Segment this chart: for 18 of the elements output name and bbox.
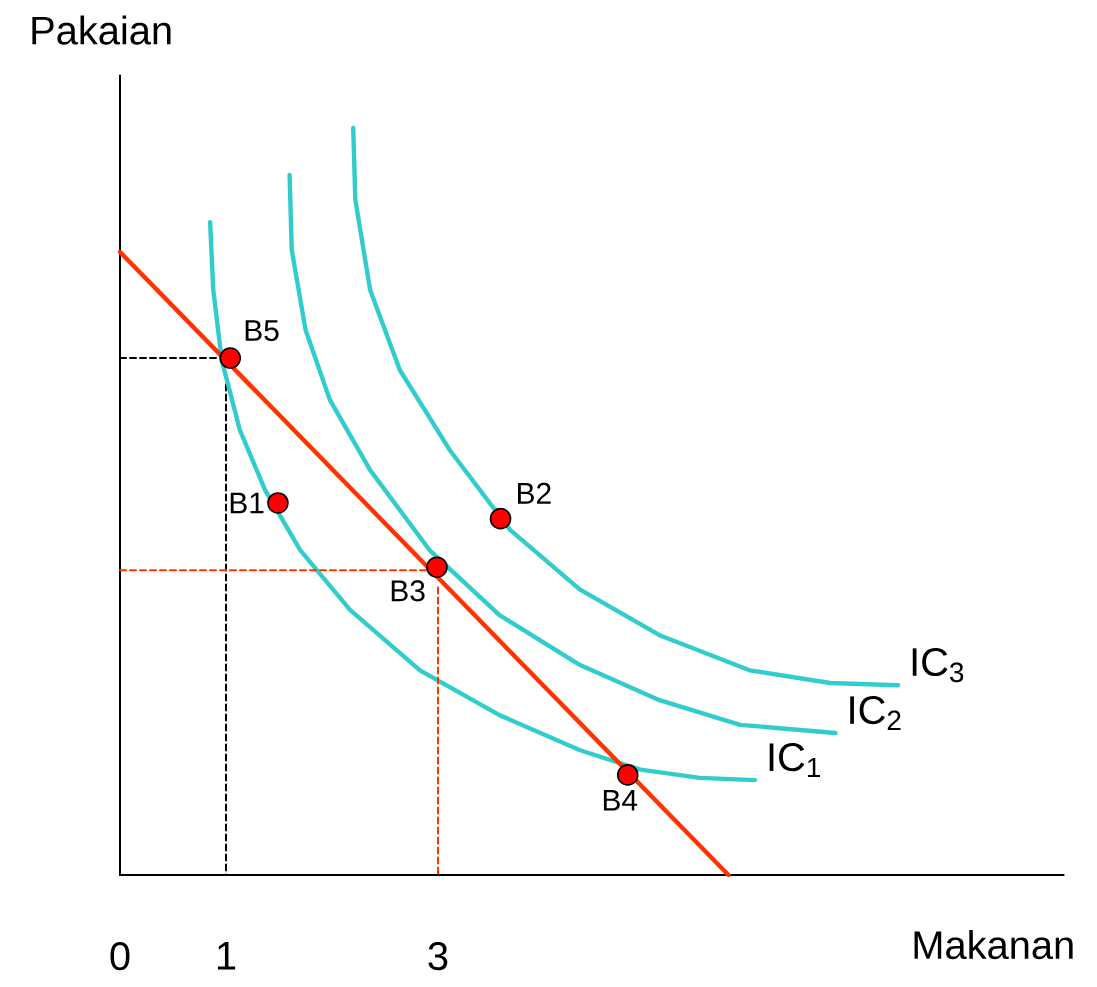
point bbox=[489, 507, 512, 530]
point bbox=[616, 764, 639, 786]
y-axis-title: Pakaian bbox=[32, 15, 171, 45]
x-tick-label: 1 bbox=[217, 942, 236, 970]
point bbox=[426, 556, 448, 579]
point bbox=[267, 492, 289, 514]
annotation: B4 bbox=[603, 789, 638, 811]
annotation: B3 bbox=[391, 580, 425, 602]
x-axis-title: Makanan bbox=[914, 929, 1073, 960]
annotation: B5 bbox=[245, 320, 279, 342]
x-tick-label: 0 bbox=[110, 942, 130, 971]
annotation: B1 bbox=[230, 492, 264, 514]
annotation: B2 bbox=[518, 482, 551, 504]
point bbox=[219, 347, 242, 369]
series-label: IC$_{3}$ bbox=[912, 647, 964, 683]
x-tick-label: 3 bbox=[428, 942, 448, 971]
series-label: IC$_{2}$ bbox=[850, 696, 901, 731]
series-label: IC$_{1}$ bbox=[769, 743, 820, 778]
